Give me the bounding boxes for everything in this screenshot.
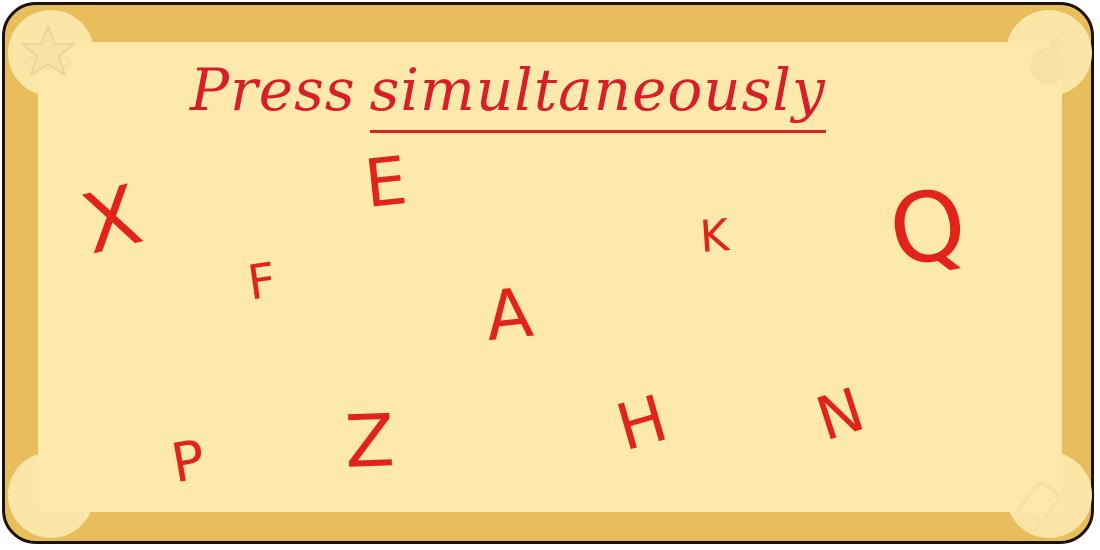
letter-key-q[interactable]: Q bbox=[880, 166, 975, 290]
letter-key-k[interactable]: K bbox=[698, 210, 731, 263]
letter-key-e[interactable]: E bbox=[361, 142, 411, 223]
letter-key-z[interactable]: Z bbox=[343, 398, 396, 484]
bomb-icon[interactable] bbox=[1024, 18, 1086, 88]
instruction-title: Press simultaneously bbox=[190, 56, 826, 133]
star-icon[interactable] bbox=[18, 22, 78, 82]
letter-key-a[interactable]: A bbox=[481, 273, 537, 358]
instruction-prefix: Press bbox=[190, 56, 356, 124]
eraser-icon[interactable] bbox=[1010, 478, 1070, 538]
instruction-emphasis: simultaneously bbox=[369, 56, 826, 133]
play-area bbox=[38, 42, 1062, 512]
